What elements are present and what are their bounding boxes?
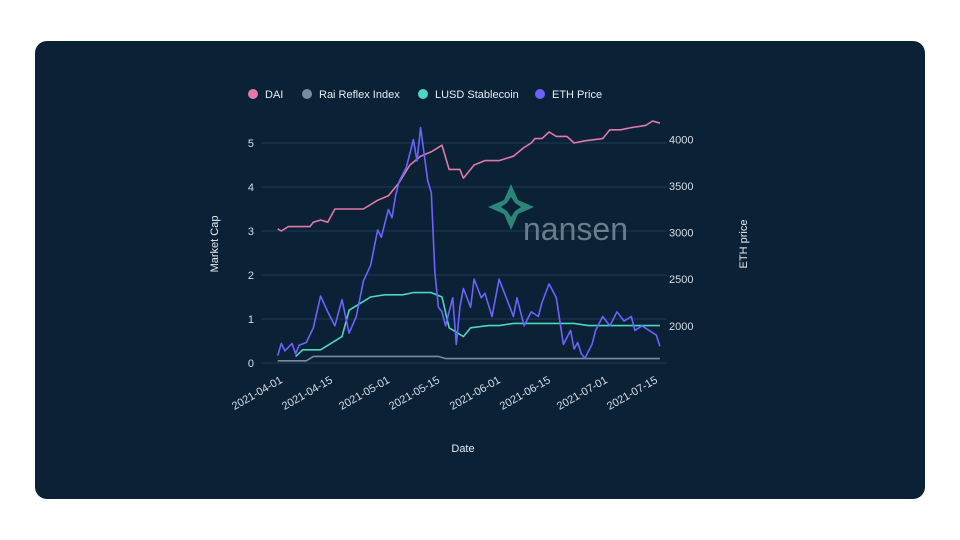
y2-tick-label: 3000 [669, 228, 693, 240]
y-tick-label: 2 [248, 270, 254, 282]
axes: 012345200025003000350040002021-04-012021… [230, 135, 693, 413]
legend-marker [418, 89, 428, 99]
x-tick-label: 2021-05-15 [387, 374, 442, 413]
legend-label: DAI [265, 89, 283, 101]
legend-label: Rai Reflex Index [319, 89, 400, 101]
x-tick-label: 2021-05-01 [337, 374, 392, 413]
series-line-lusd-stablecoin [295, 291, 660, 357]
legend-item-lusd-stablecoin[interactable]: LUSD Stablecoin [418, 89, 519, 101]
y2-tick-label: 4000 [669, 135, 693, 147]
nansen-logo-icon [488, 184, 534, 230]
y-tick-label: 1 [248, 314, 254, 326]
y-tick-label: 5 [248, 138, 254, 150]
legend-marker [302, 89, 312, 99]
y-tick-label: 0 [248, 358, 254, 370]
x-tick-label: 2021-04-15 [280, 374, 335, 413]
legend: DAI Rai Reflex Index LUSD Stablecoin ETH Pr… [248, 89, 602, 101]
series-line-rai-reflex-index [277, 355, 660, 362]
x-tick-label: 2021-07-01 [555, 374, 610, 413]
legend-item-dai[interactable]: DAI [248, 89, 283, 101]
series-line-dai [277, 120, 661, 232]
chart-card: nansen 0 1 2 3 4 5 2000 2500 3000 3500 4000 2021-04… [35, 41, 925, 499]
y-axis-title: Market Cap [209, 216, 221, 273]
x-tick-label: 2021-04-01 [230, 374, 285, 413]
series-line-eth-price [276, 126, 661, 360]
nansen-watermark: nansen [488, 184, 628, 247]
legend-marker [248, 89, 258, 99]
series [276, 120, 661, 362]
y2-tick-label: 3500 [669, 181, 693, 193]
x-axis-title: Date [451, 443, 474, 455]
y2-axis-title: ETH price [738, 220, 750, 269]
grid [261, 142, 667, 364]
legend-item-eth-price[interactable]: ETH Price [535, 89, 602, 101]
y2-tick-label: 2000 [669, 321, 693, 333]
x-tick-label: 2021-06-15 [498, 374, 553, 413]
legend-label: LUSD Stablecoin [435, 89, 519, 101]
legend-label: ETH Price [552, 89, 602, 101]
y-tick-label: 3 [248, 226, 254, 238]
x-tick-label: 2021-06-01 [448, 374, 503, 413]
legend-marker [535, 89, 545, 99]
legend-item-rai-reflex-index[interactable]: Rai Reflex Index [302, 89, 400, 101]
y-tick-label: 4 [248, 182, 254, 194]
nansen-wordmark: nansen [523, 211, 628, 247]
x-tick-label: 2021-07-15 [605, 374, 660, 413]
y2-tick-label: 2500 [669, 274, 693, 286]
chart-svg: nansen 0 1 2 3 4 5 2000 2500 3000 3500 4000 2021-04… [209, 89, 750, 455]
